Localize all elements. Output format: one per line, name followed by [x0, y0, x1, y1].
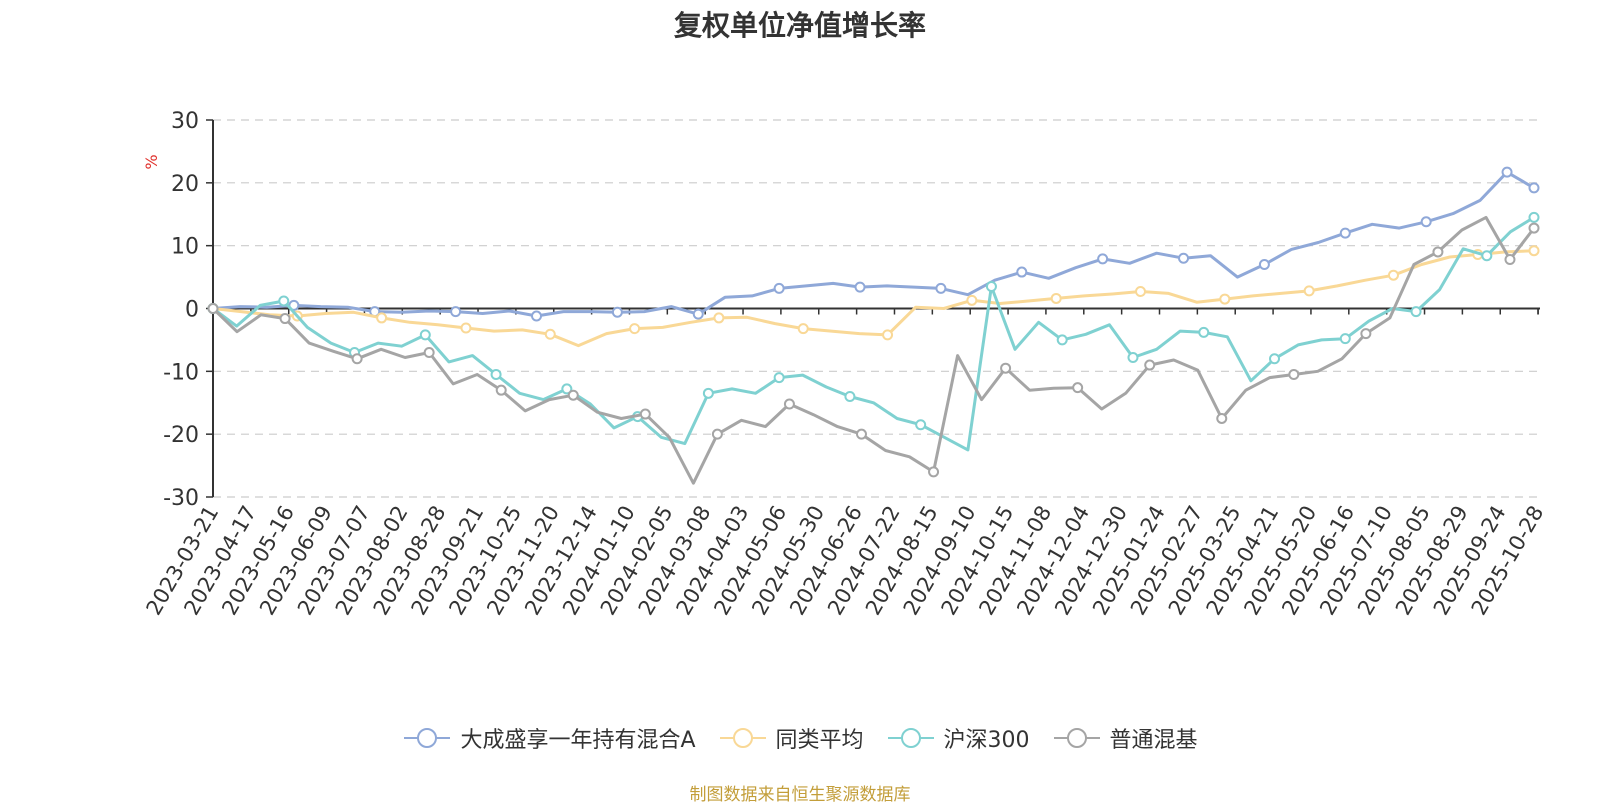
data-point-0 [1339, 227, 1351, 239]
data-point-3 [1144, 359, 1156, 371]
data-point-3 [783, 398, 795, 410]
legend-label: 同类平均 [775, 728, 864, 753]
data-point-0 [854, 281, 866, 293]
data-point-3 [928, 466, 940, 478]
data-point-1 [797, 323, 809, 335]
legend-item-csi300[interactable]: 沪深300 [886, 722, 1030, 754]
data-point-0 [450, 306, 462, 318]
data-point-0 [935, 282, 947, 294]
legend-item-peer-average[interactable]: 同类平均 [718, 722, 864, 754]
legend-label: 大成盛享一年持有混合A [460, 728, 696, 753]
data-point-3 [1000, 362, 1012, 374]
y-tick-label: 0 [185, 298, 199, 323]
data-point-3 [1528, 222, 1540, 234]
data-point-1 [460, 322, 472, 334]
data-point-3 [423, 346, 435, 358]
data-point-2 [1339, 333, 1351, 345]
data-point-1 [376, 312, 388, 324]
y-tick-label: 20 [171, 172, 199, 197]
data-point-0 [1501, 166, 1513, 178]
data-point-3 [711, 428, 723, 440]
data-point-2 [1127, 352, 1139, 364]
data-point-1 [713, 312, 725, 324]
legend-marker-icon [1053, 728, 1100, 748]
data-point-2 [1056, 334, 1068, 346]
data-point-3 [495, 384, 507, 396]
data-point-3 [567, 389, 579, 401]
data-point-1 [1303, 285, 1315, 297]
data-point-3 [1288, 368, 1300, 380]
data-point-0 [692, 308, 704, 320]
y-tick-label: -30 [163, 486, 199, 511]
legend-marker-icon [404, 728, 451, 748]
data-point-1 [629, 323, 641, 335]
data-point-1 [1219, 293, 1231, 305]
data-point-2 [419, 329, 431, 341]
data-point-2 [985, 281, 997, 293]
data-point-3 [351, 353, 363, 365]
legend-label: 沪深300 [943, 728, 1030, 753]
data-point-2 [915, 419, 927, 431]
line-chart-plot: -30-20-100102030%2023-03-212023-04-17202… [142, 109, 1549, 619]
data-point-1 [1135, 286, 1147, 298]
data-point-3 [1504, 253, 1516, 265]
legend-marker-icon [719, 728, 766, 748]
data-point-2 [1528, 211, 1540, 223]
data-point-0 [1016, 266, 1028, 278]
data-point-2 [561, 383, 573, 395]
data-point-1 [1528, 245, 1540, 257]
data-source-note: 制图数据来自恒生聚源数据库 [689, 785, 911, 805]
data-point-3 [1360, 328, 1372, 340]
data-point-2 [844, 390, 856, 402]
legend-marker-icon [887, 728, 934, 748]
data-point-1 [544, 328, 556, 340]
y-axis-unit-label: % [142, 154, 161, 169]
chart-title: 复权单位净值增长率 [673, 9, 926, 42]
series-line-3 [211, 215, 1536, 485]
data-point-3 [639, 408, 651, 420]
data-point-2 [1198, 326, 1210, 338]
data-point-0 [611, 306, 623, 318]
data-point-3 [1432, 246, 1444, 258]
data-point-2 [702, 387, 714, 399]
data-point-1 [966, 294, 978, 306]
data-point-1 [1050, 292, 1062, 304]
series-line-0 [211, 170, 1536, 318]
data-point-0 [1258, 259, 1270, 271]
y-tick-label: 10 [171, 235, 199, 260]
data-point-2 [278, 295, 290, 307]
data-point-2 [1269, 353, 1281, 365]
series-line-1 [211, 249, 1536, 348]
y-tick-label: 30 [171, 109, 199, 134]
data-point-2 [1481, 250, 1493, 262]
data-point-0 [773, 282, 785, 294]
data-point-2 [1410, 306, 1422, 318]
data-point-0 [1420, 216, 1432, 228]
data-point-0 [1178, 252, 1190, 264]
data-point-3 [207, 303, 219, 314]
data-point-0 [1097, 253, 1109, 265]
data-point-3 [1072, 382, 1084, 394]
legend-item-fund[interactable]: 大成盛享一年持有混合A [402, 722, 696, 754]
data-point-1 [882, 329, 894, 341]
data-point-3 [855, 428, 867, 440]
data-point-1 [1387, 269, 1399, 281]
data-point-3 [279, 313, 291, 325]
data-point-0 [1528, 182, 1540, 194]
series-line-2 [211, 215, 1536, 452]
y-tick-label: -10 [163, 360, 199, 385]
data-point-2 [773, 372, 785, 384]
data-point-3 [1216, 412, 1228, 424]
data-point-2 [490, 368, 502, 380]
data-point-0 [531, 310, 543, 322]
legend-label: 普通混基 [1109, 728, 1198, 753]
y-tick-label: -20 [163, 423, 199, 448]
chart-legend: 大成盛享一年持有混合A 同类平均 沪深300 普通混基 [0, 722, 1600, 754]
legend-item-hybrid-funds[interactable]: 普通混基 [1052, 722, 1198, 754]
